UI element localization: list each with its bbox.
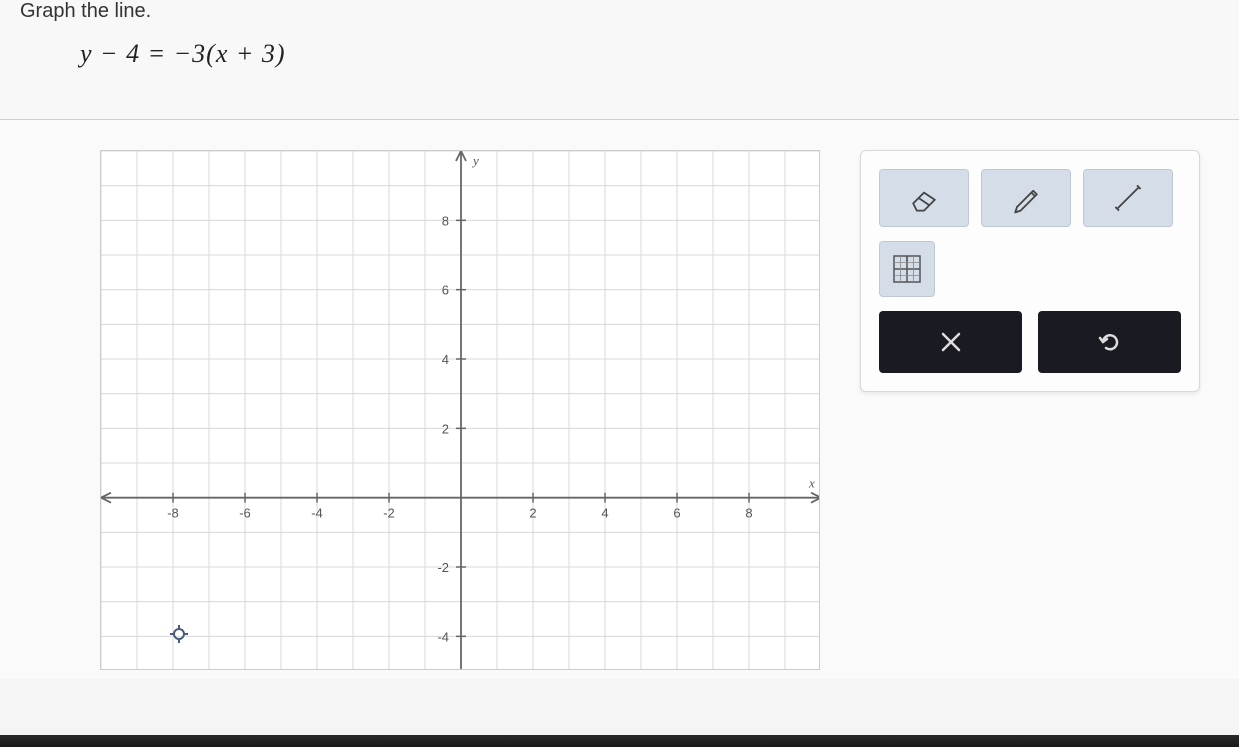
tool-row-2: x — [879, 241, 1181, 297]
graph-area[interactable]: -8 -6 -4 -2 2 4 6 8 8 6 4 2 -2 -4 y x — [100, 150, 820, 670]
eraser-tool-button[interactable] — [879, 169, 969, 227]
svg-text:-2: -2 — [383, 506, 395, 521]
close-icon — [938, 329, 964, 355]
svg-text:-4: -4 — [311, 506, 323, 521]
instruction-text: Graph the line. — [20, 0, 1219, 23]
svg-text:-4: -4 — [437, 629, 449, 644]
svg-text:4: 4 — [442, 352, 449, 367]
action-row — [879, 311, 1181, 373]
svg-text:8: 8 — [442, 213, 449, 228]
clear-button[interactable] — [879, 311, 1022, 373]
svg-text:6: 6 — [673, 506, 680, 521]
os-taskbar[interactable] — [0, 735, 1239, 747]
svg-text:4: 4 — [601, 506, 608, 521]
svg-text:-2: -2 — [437, 560, 449, 575]
pencil-icon — [1008, 180, 1044, 216]
draggable-point-icon[interactable] — [170, 625, 188, 643]
undo-icon — [1095, 327, 1125, 357]
tool-row-1 — [879, 169, 1181, 227]
svg-text:8: 8 — [745, 506, 752, 521]
svg-text:2: 2 — [529, 506, 536, 521]
tool-palette: x — [860, 150, 1200, 392]
grid-tool-button[interactable]: x — [879, 241, 935, 297]
problem-header: Graph the line. y − 4 = −3(x + 3) — [0, 0, 1239, 119]
workspace: -8 -6 -4 -2 2 4 6 8 8 6 4 2 -2 -4 y x — [0, 119, 1239, 679]
eraser-icon — [906, 180, 942, 216]
svg-text:y: y — [471, 153, 479, 168]
svg-text:-6: -6 — [239, 506, 251, 521]
equation-text: y − 4 = −3(x + 3) — [80, 39, 1219, 69]
undo-button[interactable] — [1038, 311, 1181, 373]
svg-text:x: x — [808, 476, 815, 491]
svg-text:2: 2 — [442, 421, 449, 436]
svg-text:-8: -8 — [167, 506, 179, 521]
grid-icon: x — [890, 252, 924, 286]
pencil-tool-button[interactable] — [981, 169, 1071, 227]
coordinate-grid[interactable]: -8 -6 -4 -2 2 4 6 8 8 6 4 2 -2 -4 y x — [100, 150, 820, 670]
svg-text:6: 6 — [442, 283, 449, 298]
line-icon — [1110, 180, 1146, 216]
line-tool-button[interactable] — [1083, 169, 1173, 227]
svg-text:x: x — [906, 257, 909, 263]
